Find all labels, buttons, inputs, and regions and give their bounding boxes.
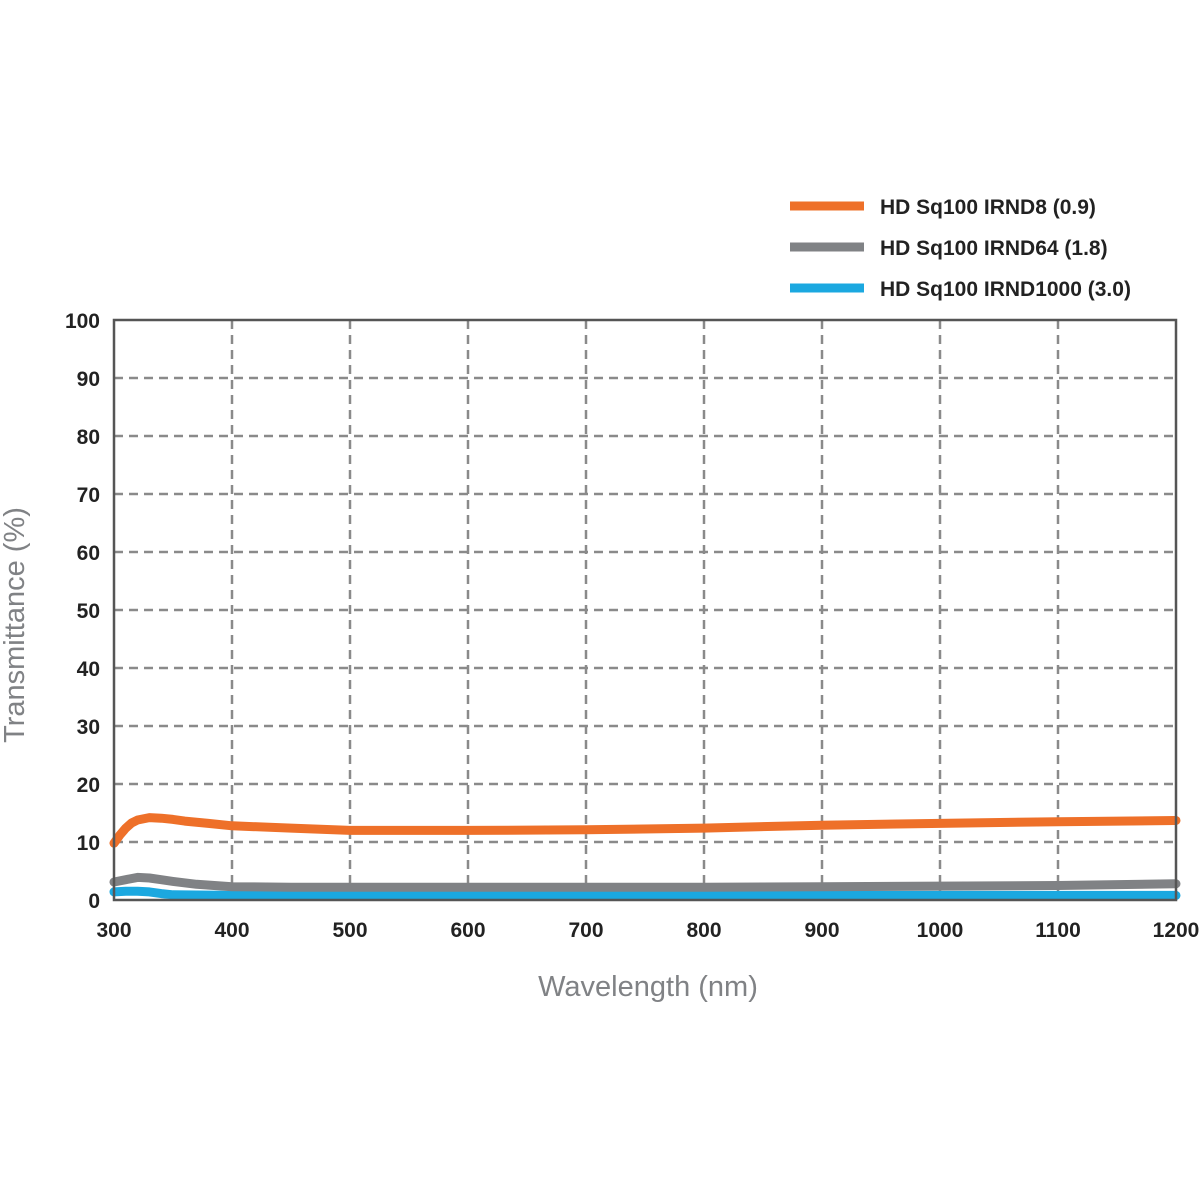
x-tick-label: 300 [96, 919, 131, 942]
y-tick-label: 40 [77, 658, 100, 681]
legend-label-1: HD Sq100 IRND8 (0.9) [880, 196, 1096, 219]
y-tick-label: 20 [77, 774, 100, 797]
x-tick-label: 900 [804, 919, 839, 942]
x-tick-label: 1100 [1035, 919, 1081, 942]
y-tick-label: 60 [77, 542, 100, 565]
chart-legend: HD Sq100 IRND8 (0.9) HD Sq100 IRND64 (1.8… [790, 196, 1131, 301]
x-tick-label: 1200 [1153, 919, 1200, 942]
series-line-3 [109, 886, 1181, 900]
x-tick-label: 500 [332, 919, 367, 942]
y-tick-label: 100 [65, 310, 100, 333]
x-tick-label: 600 [450, 919, 485, 942]
y-tick-label: 10 [77, 832, 100, 855]
series-line-2 [109, 872, 1181, 892]
y-tick-label: 70 [77, 484, 100, 507]
y-axis-title: Transmittance (%) [0, 507, 31, 743]
chart-series [109, 813, 1181, 900]
y-tick-label: 90 [77, 368, 100, 391]
x-axis-title: Wavelength (nm) [538, 971, 758, 1003]
y-tick-label: 30 [77, 716, 100, 739]
x-tick-label: 800 [686, 919, 721, 942]
chart-grid [114, 320, 1176, 900]
y-tick-label: 0 [88, 890, 100, 913]
y-tick-label: 50 [77, 600, 100, 623]
x-tick-label: 1000 [917, 919, 964, 942]
x-tick-label: 700 [568, 919, 603, 942]
series-line-1 [109, 813, 1181, 848]
plot-frame [112, 318, 1178, 902]
y-axis-ticks: 0 10 20 30 40 50 60 70 80 90 100 [65, 310, 100, 913]
legend-label-2: HD Sq100 IRND64 (1.8) [880, 237, 1108, 260]
y-tick-label: 80 [77, 426, 100, 449]
x-axis-ticks: 300 400 500 600 700 800 900 1000 1100 1200 [96, 919, 1199, 942]
legend-label-3: HD Sq100 IRND1000 (3.0) [880, 278, 1131, 301]
x-tick-label: 400 [214, 919, 249, 942]
